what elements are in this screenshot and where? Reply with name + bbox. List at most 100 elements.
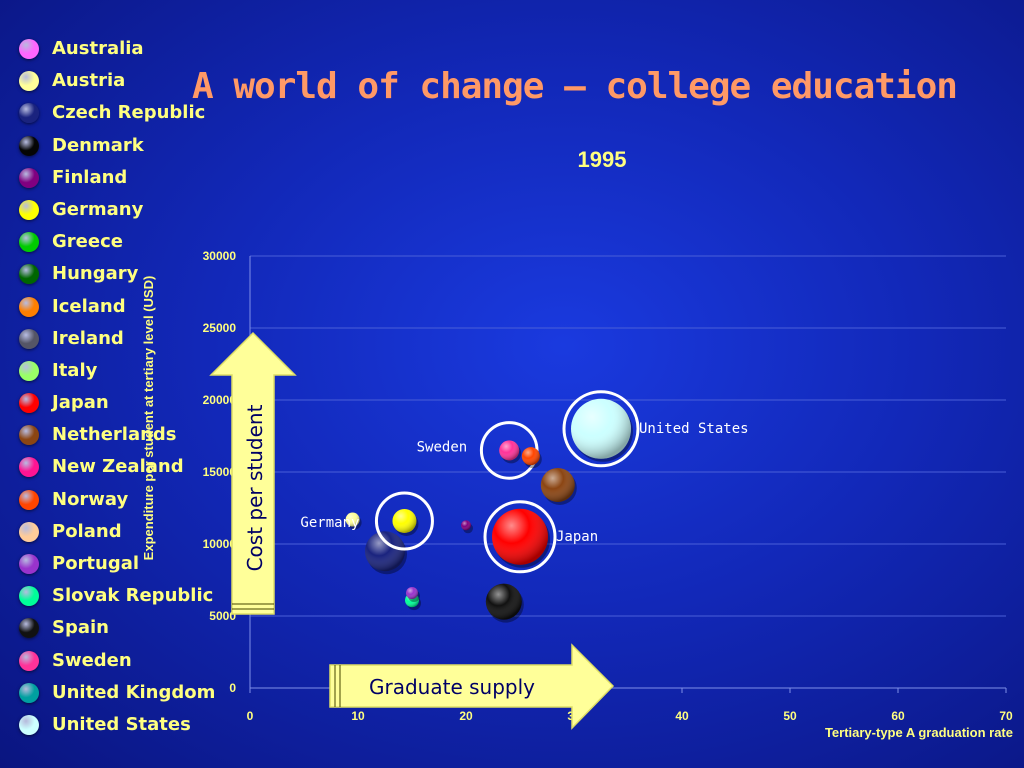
legend-swatch (19, 135, 39, 156)
x-axis-label: Tertiary-type A graduation rate (825, 725, 1013, 740)
annotation-label: Germany (300, 515, 359, 531)
y-tick-label: 10000 (203, 537, 237, 551)
legend-item: United Kingdom (14, 680, 215, 712)
legend-label: Poland (52, 520, 122, 542)
legend-item: Spain (14, 615, 214, 647)
graduate-supply-label: Graduate supply (369, 675, 535, 699)
legend-swatch (19, 360, 39, 381)
legend-label: Japan (52, 392, 109, 414)
legend-item: Czech Republic (14, 100, 214, 132)
y-tick-label: 25000 (203, 321, 237, 335)
x-tick-label: 0 (247, 709, 254, 723)
legend-label: Germany (52, 198, 144, 220)
bubble-shine (365, 531, 405, 572)
legend-swatch (19, 264, 39, 285)
legend-label: Ireland (52, 327, 124, 349)
legend-swatch (19, 39, 39, 59)
legend-item: Italy (14, 358, 214, 390)
legend-label: Finland (52, 166, 128, 188)
legend-label: Sweden (52, 649, 132, 671)
slide-title: A world of change – college education (192, 66, 958, 107)
legend-item: Sweden (14, 648, 214, 680)
legend-swatch (19, 328, 39, 349)
legend-swatch (19, 554, 39, 574)
legend-item: Norway (14, 487, 214, 519)
legend-item: New Zealand (14, 454, 214, 486)
y-tick-label: 0 (229, 681, 236, 695)
highlight-ring (483, 500, 557, 574)
legend-label: Czech Republic (52, 102, 206, 124)
annotation-label: Sweden (417, 439, 468, 455)
legend-item: Denmark (14, 133, 214, 165)
legend-item: Iceland (14, 294, 214, 326)
bubble-shine (540, 467, 575, 502)
legend-item: Ireland (14, 326, 214, 358)
legend-label: Spain (52, 617, 109, 639)
legend-label: Netherlands (52, 424, 177, 446)
legend-swatch (19, 650, 39, 671)
y-tick-label: 15000 (203, 465, 237, 479)
legend-swatch (19, 682, 39, 703)
legend: Australia Austria Czech Republic Denmark Fin… (14, 36, 215, 744)
x-tick-label: 40 (675, 709, 689, 723)
highlight-ring (562, 390, 640, 468)
bubble-shine (492, 508, 548, 565)
x-tick-label: 20 (459, 709, 473, 723)
chart-year-title: 1995 (578, 147, 627, 172)
legend-swatch (19, 232, 39, 253)
y-axis-label: Expenditure per student at tertiary leve… (141, 276, 156, 561)
bubble-shine (461, 520, 471, 531)
legend-item: Poland (14, 519, 214, 551)
highlight-ring (374, 491, 434, 551)
y-tick-label: 20000 (203, 393, 237, 407)
legend-item: Hungary (14, 261, 214, 293)
legend-item: Austria (14, 68, 214, 100)
bubble-shine (521, 447, 540, 466)
legend-label: Australia (52, 38, 144, 59)
legend-label: United States (52, 713, 191, 735)
legend-item: Finland (14, 165, 214, 197)
legend-label: Greece (52, 231, 123, 253)
bubble-shine (485, 583, 522, 620)
legend-item: Germany (14, 197, 214, 229)
legend-swatch (19, 425, 39, 446)
legend-swatch (19, 103, 39, 124)
bubble-shine (345, 512, 360, 527)
x-tick-label: 10 (351, 709, 365, 723)
cost-per-student-arrow: Cost per student (209, 331, 297, 615)
legend-label: Denmark (52, 134, 144, 156)
legend-label: Italy (52, 359, 98, 381)
x-tick-label: 60 (891, 709, 905, 723)
cost-per-student-label: Cost per student (243, 404, 267, 571)
legend-swatch (19, 71, 39, 92)
annotation-label: United States (639, 421, 749, 437)
legend-swatch (19, 296, 39, 317)
legend-label: New Zealand (52, 456, 184, 478)
legend-label: Austria (52, 70, 126, 92)
legend-swatch (19, 586, 39, 607)
legend-item: Slovak Republic (14, 583, 214, 615)
legend-swatch (19, 457, 39, 478)
bubble-shine (571, 398, 631, 459)
bubble-shine (499, 440, 520, 461)
legend-swatch (19, 521, 39, 542)
legend-label: Norway (52, 488, 129, 510)
legend-swatch (19, 714, 39, 735)
legend-label: Hungary (52, 263, 139, 285)
legend-swatch (19, 199, 39, 220)
y-tick-label: 5000 (209, 609, 236, 623)
legend-item: Australia (14, 36, 214, 68)
legend-swatch (19, 393, 39, 414)
legend-swatch (19, 489, 39, 510)
legend-item: United States (14, 712, 214, 744)
annotation-label: Japan (556, 529, 598, 545)
graduate-supply-arrow: Graduate supply (329, 643, 615, 730)
x-tick-label: 50 (783, 709, 797, 723)
legend-item: Japan (14, 390, 214, 422)
legend-item: Netherlands (14, 422, 214, 454)
y-tick-label: 30000 (203, 249, 237, 263)
x-tick-label: 70 (999, 709, 1013, 723)
legend-swatch (19, 618, 39, 639)
legend-label: Iceland (52, 295, 126, 317)
